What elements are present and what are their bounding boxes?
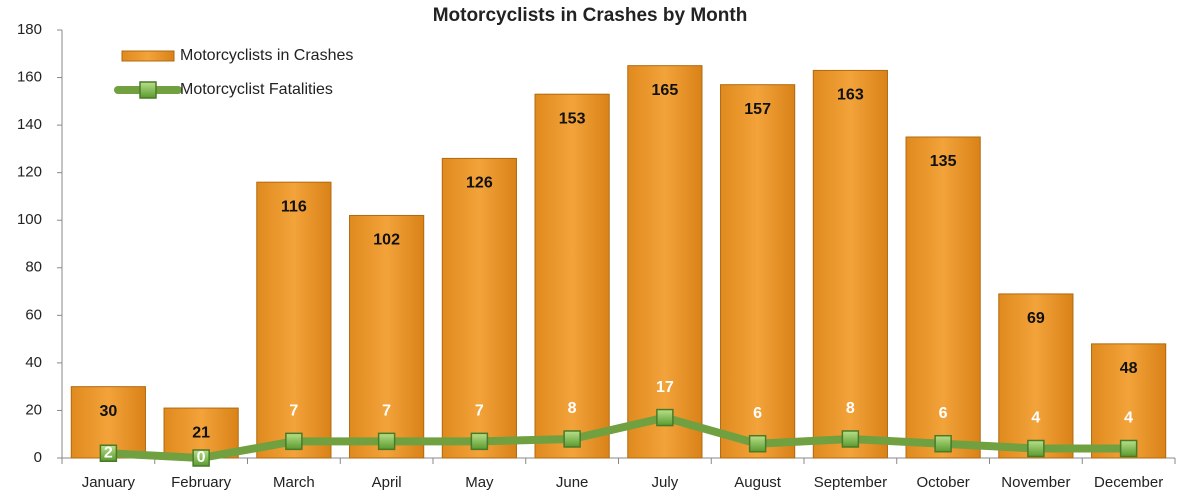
line-value-label: 4 bbox=[1124, 410, 1133, 427]
line-marker bbox=[377, 432, 396, 451]
bar bbox=[349, 214, 425, 459]
y-tick-label: 160 bbox=[17, 69, 42, 86]
bar bbox=[256, 181, 332, 459]
line bbox=[108, 413, 1129, 462]
line-marker bbox=[192, 449, 210, 467]
y-tick-label: 80 bbox=[25, 259, 42, 276]
bar bbox=[998, 293, 1074, 459]
line-marker bbox=[470, 432, 489, 451]
bar-value-label: 48 bbox=[1120, 360, 1138, 377]
x-tick-label: December bbox=[1094, 474, 1163, 491]
chart-title: Motorcyclists in Crashes by Month bbox=[433, 5, 748, 26]
bar-value-label: 157 bbox=[744, 101, 771, 118]
bar bbox=[812, 69, 888, 459]
y-tick-label: 60 bbox=[25, 306, 42, 323]
line-marker bbox=[656, 408, 674, 427]
line-value-label: 2 bbox=[104, 444, 113, 461]
line-value-label: 17 bbox=[656, 379, 674, 396]
line-value-label: 7 bbox=[475, 403, 484, 420]
x-tick-label: April bbox=[372, 474, 402, 491]
bar-value-label: 21 bbox=[192, 424, 210, 441]
y-tick-label: 0 bbox=[34, 449, 42, 466]
legend-marker bbox=[139, 81, 157, 99]
bar-value-label: 165 bbox=[652, 82, 679, 99]
y-tick-label: 100 bbox=[17, 211, 42, 228]
line-marker bbox=[563, 430, 581, 448]
bar-value-label: 153 bbox=[559, 110, 586, 127]
line-marker bbox=[285, 432, 303, 451]
bar bbox=[1091, 343, 1167, 459]
line-value-label: 7 bbox=[289, 403, 298, 420]
line-value-label: 8 bbox=[568, 400, 577, 417]
legend-label: Motorcyclists in Crashes bbox=[180, 47, 353, 64]
x-tick-label: January bbox=[82, 474, 136, 491]
bar-value-label: 116 bbox=[281, 198, 307, 215]
line-marker bbox=[841, 430, 860, 448]
bar-value-label: 69 bbox=[1027, 310, 1045, 327]
line-value-label: 0 bbox=[197, 449, 206, 466]
line-value-label: 6 bbox=[939, 405, 948, 422]
line-value-label: 4 bbox=[1031, 410, 1040, 427]
line-value-label: 8 bbox=[846, 400, 855, 417]
line-marker bbox=[748, 434, 767, 453]
line-marker bbox=[1119, 439, 1138, 458]
bar bbox=[441, 157, 517, 459]
x-tick-label: June bbox=[556, 474, 589, 491]
x-tick-label: March bbox=[273, 474, 315, 491]
x-tick-label: February bbox=[171, 474, 232, 491]
y-tick-label: 180 bbox=[17, 21, 42, 38]
x-tick-label: July bbox=[652, 474, 679, 491]
bar-value-label: 102 bbox=[373, 232, 400, 249]
x-tick-label: August bbox=[734, 474, 782, 491]
bar-value-label: 126 bbox=[466, 175, 493, 192]
x-tick-label: October bbox=[916, 474, 969, 491]
y-tick-label: 20 bbox=[25, 401, 42, 418]
bar bbox=[720, 84, 796, 459]
bar bbox=[534, 93, 610, 459]
line-value-label: 7 bbox=[382, 403, 391, 420]
bar-value-label: 135 bbox=[930, 153, 957, 170]
bar-value-label: 163 bbox=[837, 87, 864, 104]
x-tick-label: November bbox=[1001, 474, 1070, 491]
legend-swatch bbox=[121, 50, 175, 62]
y-tick-label: 40 bbox=[25, 354, 42, 371]
bar bbox=[905, 136, 981, 459]
bar-value-label: 30 bbox=[99, 403, 117, 420]
line-marker bbox=[1027, 439, 1045, 458]
y-tick-label: 140 bbox=[17, 116, 42, 133]
x-tick-label: September bbox=[814, 474, 887, 491]
line-marker bbox=[934, 434, 952, 453]
x-tick-label: May bbox=[465, 474, 494, 491]
legend-label: Motorcyclist Fatalities bbox=[180, 81, 333, 98]
line-marker bbox=[99, 444, 118, 462]
bar bbox=[627, 65, 703, 459]
y-tick-label: 120 bbox=[17, 164, 42, 181]
line-value-label: 6 bbox=[753, 405, 762, 422]
